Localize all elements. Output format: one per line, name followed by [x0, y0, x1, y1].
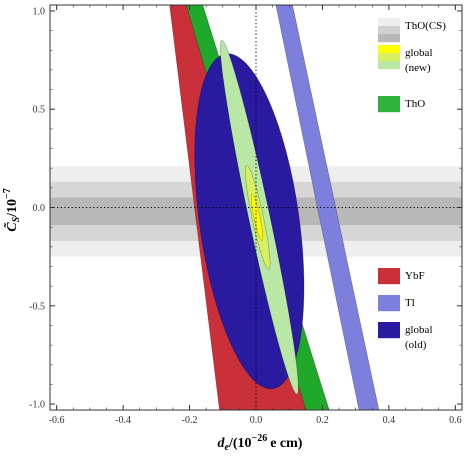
legend-label: global: [405, 47, 433, 59]
x-label-exponent: −26: [252, 433, 268, 444]
legend-swatch: [378, 96, 400, 113]
x-label-symbol: d: [218, 436, 226, 451]
axis-ticks: -0.6 -0.4 -0.2 0.0 0.2 0.4 0.6 -1.0 -0.5 0.0 0.5 1.…: [29, 5, 462, 426]
legend: ThO(CS) global (new) ThO YbF Tl global (old): [378, 18, 446, 351]
x-axis-label: de/(10−26 e cm): [218, 433, 303, 453]
y-tick-label: 0.5: [33, 105, 46, 116]
x-label-unit: e cm): [270, 436, 303, 451]
legend-label: Tl: [405, 297, 415, 309]
y-tick-label: -0.5: [29, 301, 45, 312]
y-label-subscript: S: [11, 216, 22, 222]
reference-lines: [50, 5, 462, 410]
legend-swatch: [378, 61, 400, 70]
legend-swatch: [378, 18, 400, 27]
legend-swatch: [378, 53, 400, 62]
x-label-subscript: e: [225, 442, 230, 453]
region-global-new-inner: [250, 193, 264, 241]
x-tick-label: 0.0: [250, 415, 263, 426]
y-label-rest: /10: [5, 199, 20, 218]
x-tick-label: -0.2: [182, 415, 198, 426]
x-tick-label: 0.2: [316, 415, 329, 426]
legend-swatch: [378, 26, 400, 35]
y-tick-label: 1.0: [33, 6, 46, 17]
legend-swatch: [378, 34, 400, 43]
legend-label: ThO(CS): [405, 20, 446, 32]
legend-swatch: [378, 322, 400, 339]
x-label-rest: /(10: [228, 436, 252, 451]
legend-label: ThO: [405, 98, 425, 110]
svg-text:C̃S/10−7: C̃S/10−7: [2, 188, 22, 232]
svg-text:de/(10−26e cm): de/(10−26 e cm): [218, 433, 303, 453]
legend-swatch: [378, 268, 400, 285]
legend-swatch: [378, 45, 400, 54]
x-tick-label: -0.6: [49, 415, 65, 426]
plot-regions: [50, 5, 462, 410]
legend-label-line2: (new): [405, 62, 431, 74]
legend-label-line2: (old): [405, 339, 427, 351]
y-label-exponent: −7: [2, 188, 13, 199]
legend-label: global: [405, 324, 433, 336]
legend-swatch: [378, 295, 400, 312]
y-label-symbol: C̃: [2, 222, 20, 232]
y-tick-label: -1.0: [29, 400, 45, 411]
y-axis-label: C̃S/10−7: [2, 188, 22, 232]
x-tick-label: 0.6: [449, 415, 462, 426]
x-tick-label: 0.4: [383, 415, 396, 426]
y-tick-label: 0.0: [33, 203, 46, 214]
x-tick-label: -0.4: [115, 415, 131, 426]
legend-label: YbF: [405, 270, 425, 282]
